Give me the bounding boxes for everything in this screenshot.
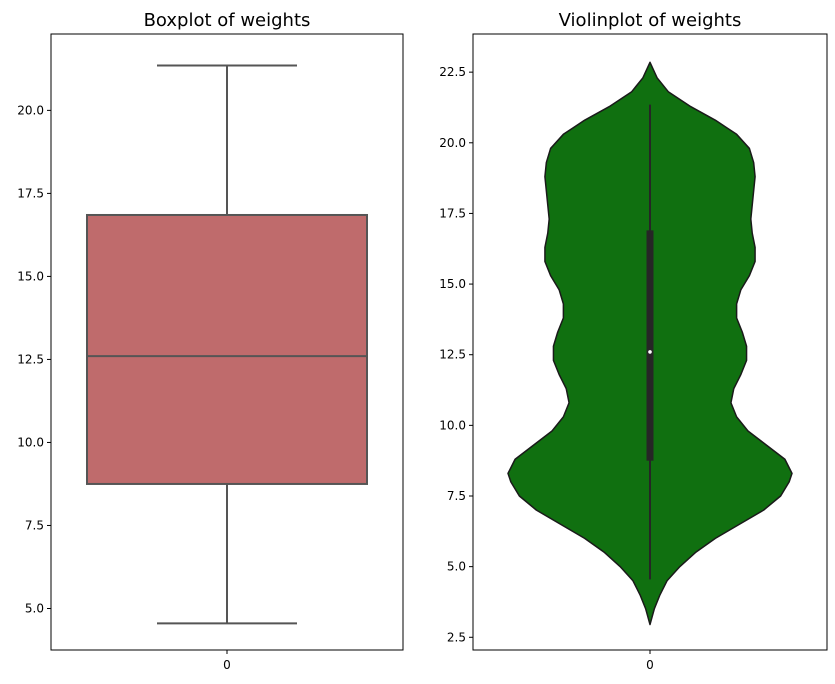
y-tick-label: 12.5: [439, 348, 466, 362]
x-tick-label: 0: [223, 658, 231, 672]
violinplot-title: Violinplot of weights: [559, 10, 742, 31]
y-tick-label: 2.5: [447, 630, 466, 644]
x-tick-label: 0: [646, 658, 654, 672]
y-tick-label: 17.5: [439, 206, 466, 220]
boxplot-title: Boxplot of weights: [144, 10, 311, 31]
y-tick-label: 20.0: [439, 136, 466, 150]
y-tick-label: 5.0: [447, 560, 466, 574]
y-tick-label: 22.5: [439, 65, 466, 79]
y-tick-label: 10.0: [439, 418, 466, 432]
y-tick-label: 12.5: [17, 352, 44, 366]
y-tick-label: 7.5: [447, 489, 466, 503]
violin-median-dot: [648, 350, 652, 354]
y-tick-label: 15.0: [439, 277, 466, 291]
violinplot-panel: Violinplot of weights 2.5 5.0 7.5 10.0 12.5 1…: [439, 10, 828, 672]
y-tick-label: 20.0: [17, 103, 44, 117]
violin-iqr-bar: [646, 230, 654, 461]
y-tick-label: 15.0: [17, 269, 44, 283]
boxplot-panel: Boxplot of weights 5.0 7.5 10.0 12.5 15.0 17.…: [17, 10, 404, 672]
box-iqr: [86, 213, 368, 485]
y-tick-label: 7.5: [25, 518, 44, 532]
y-tick-label: 10.0: [17, 435, 44, 449]
y-tick-label: 5.0: [25, 601, 44, 615]
y-tick-label: 17.5: [17, 186, 44, 200]
